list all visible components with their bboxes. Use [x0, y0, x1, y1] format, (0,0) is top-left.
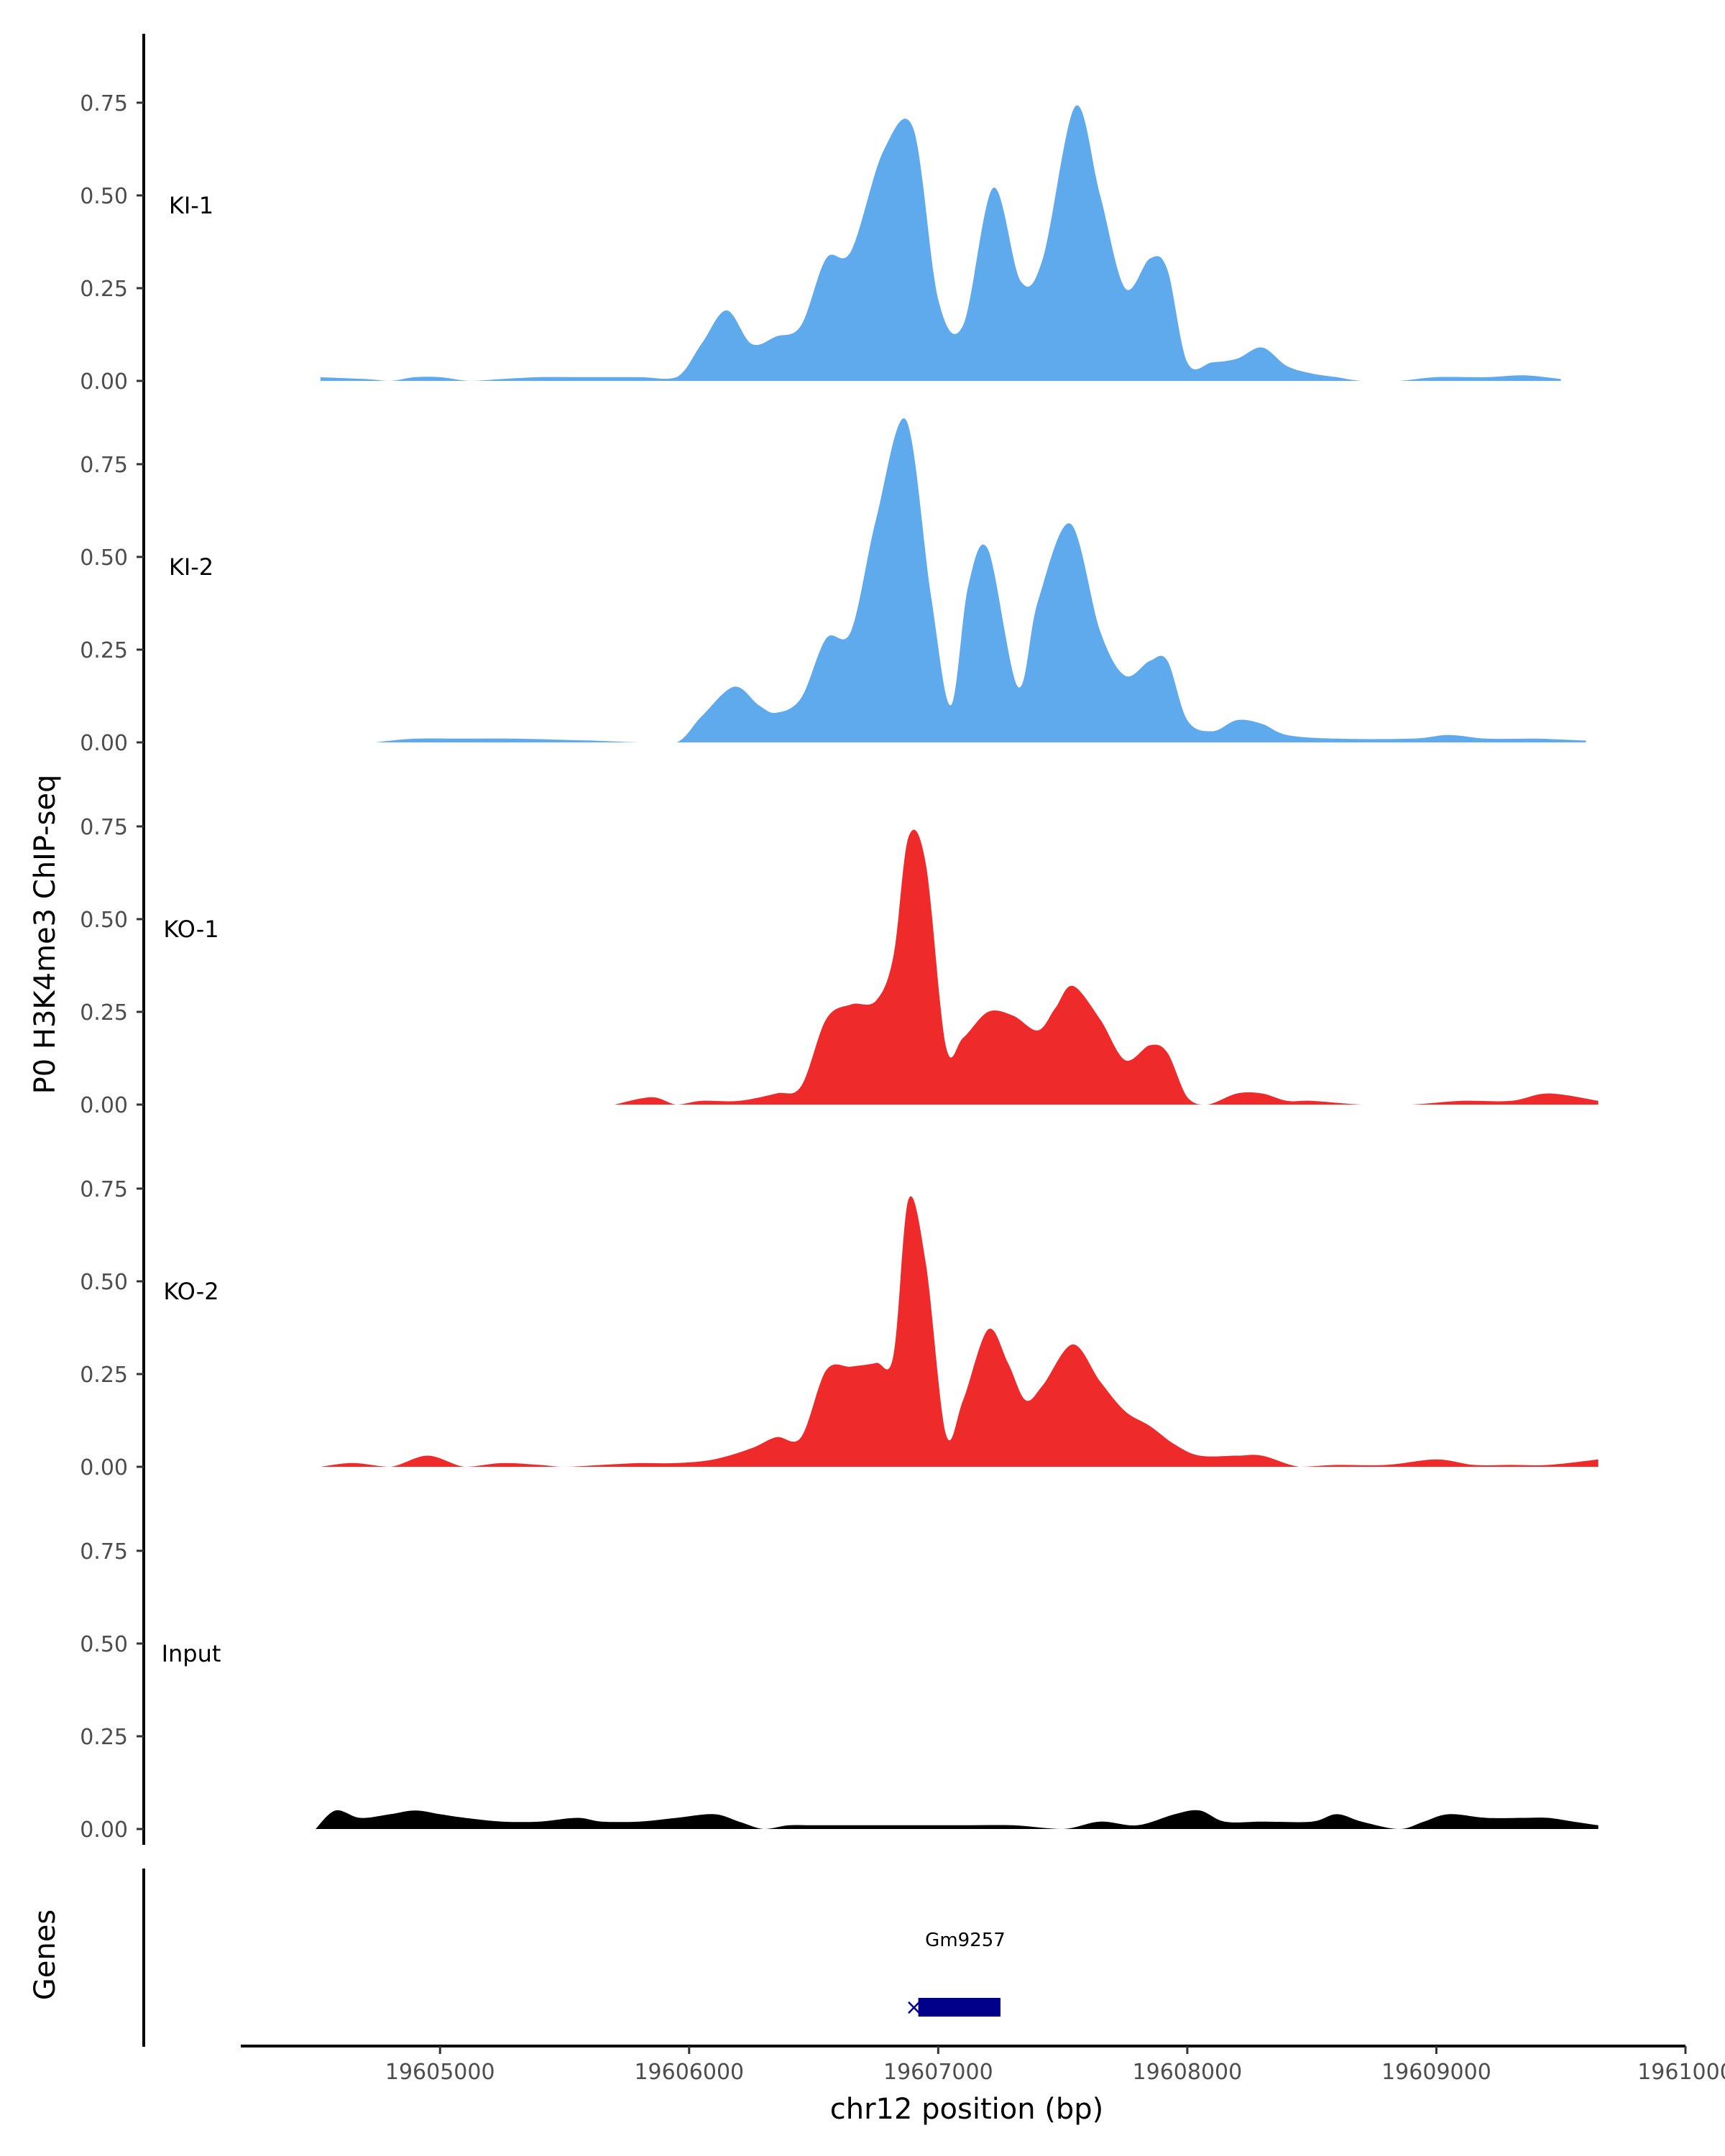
- signal-area-ki-2: [375, 418, 1586, 742]
- genes-axis-title: Genes: [29, 1909, 62, 2000]
- x-axis: 19605000 19606000 19607000 19608000 19609000…: [241, 2045, 1725, 2085]
- gene-strand-arrow-icon: ×: [905, 1995, 923, 2020]
- y-tick-label: 0.50: [80, 908, 128, 933]
- x-tick-label: 19607000: [883, 2060, 993, 2085]
- x-tick-label: 1961000: [1637, 2060, 1725, 2085]
- y-tick-label: 0.00: [80, 1818, 128, 1843]
- y-tick-label: 0.75: [80, 91, 128, 116]
- y-tick-label: 0.00: [80, 1455, 128, 1480]
- x-tick-label: 19605000: [385, 2060, 495, 2085]
- y-tick-label: 0.50: [80, 184, 128, 209]
- x-axis-title: chr12 position (bp): [830, 2093, 1104, 2126]
- y-tick-label: 0.75: [80, 815, 128, 840]
- y-tick-label: 0.25: [80, 1725, 128, 1750]
- track-label: KI-2: [169, 553, 213, 581]
- y-tick-label: 0.00: [80, 1093, 128, 1118]
- y-tick-label: 0.25: [80, 277, 128, 302]
- gene-body-bar: [918, 1998, 1000, 2017]
- y-tick-label: 0.25: [80, 1363, 128, 1388]
- y-tick-label: 0.50: [80, 1270, 128, 1295]
- genes-panel: Gm9257 ×: [142, 1869, 1006, 2047]
- signal-area-ko-1: [614, 829, 1598, 1105]
- y-tick-label: 0.00: [80, 731, 128, 756]
- y-tick-label: 0.25: [80, 638, 128, 663]
- y-tick-label: 0.75: [80, 453, 128, 478]
- signal-area-ko-2: [320, 1196, 1598, 1467]
- track-label: KO-1: [163, 916, 218, 943]
- track-panel-ki-2: 0.00 0.25 0.50 0.75 KI-2: [80, 395, 1586, 758]
- y-tick-label: 0.75: [80, 1177, 128, 1202]
- y-tick-label: 0.00: [80, 369, 128, 395]
- y-tick-label: 0.25: [80, 1000, 128, 1026]
- track-panel-ki-1: 0.00 0.25 0.50 0.75 KI-1: [80, 34, 1561, 397]
- tracks-group: 0.00 0.25 0.50 0.75 KI-1 0.00 0.25 0.50 0.75 KI-2…: [80, 34, 1598, 1845]
- y-axis-title: P0 H3K4me3 ChIP-seq: [29, 775, 62, 1095]
- y-tick-label: 0.50: [80, 545, 128, 571]
- gene-label: Gm9257: [925, 1930, 1006, 1951]
- track-label: KO-2: [163, 1278, 218, 1305]
- track-panel-ko-1: 0.00 0.25 0.50 0.75 KO-1: [80, 757, 1598, 1120]
- y-tick-label: 0.50: [80, 1632, 128, 1657]
- x-tick-label: 19609000: [1381, 2060, 1491, 2085]
- x-tick-label: 19606000: [634, 2060, 744, 2085]
- track-panel-input: 0.00 0.25 0.50 0.75 Input: [80, 1482, 1598, 1845]
- track-panel-ko-2: 0.00 0.25 0.50 0.75 KO-2: [80, 1120, 1598, 1483]
- track-label: Input: [162, 1640, 221, 1667]
- signal-area-input: [315, 1810, 1598, 1829]
- y-tick-label: 0.75: [80, 1539, 128, 1565]
- track-label: KI-1: [169, 192, 213, 219]
- signal-area-ki-1: [320, 105, 1561, 382]
- x-tick-label: 19608000: [1133, 2060, 1243, 2085]
